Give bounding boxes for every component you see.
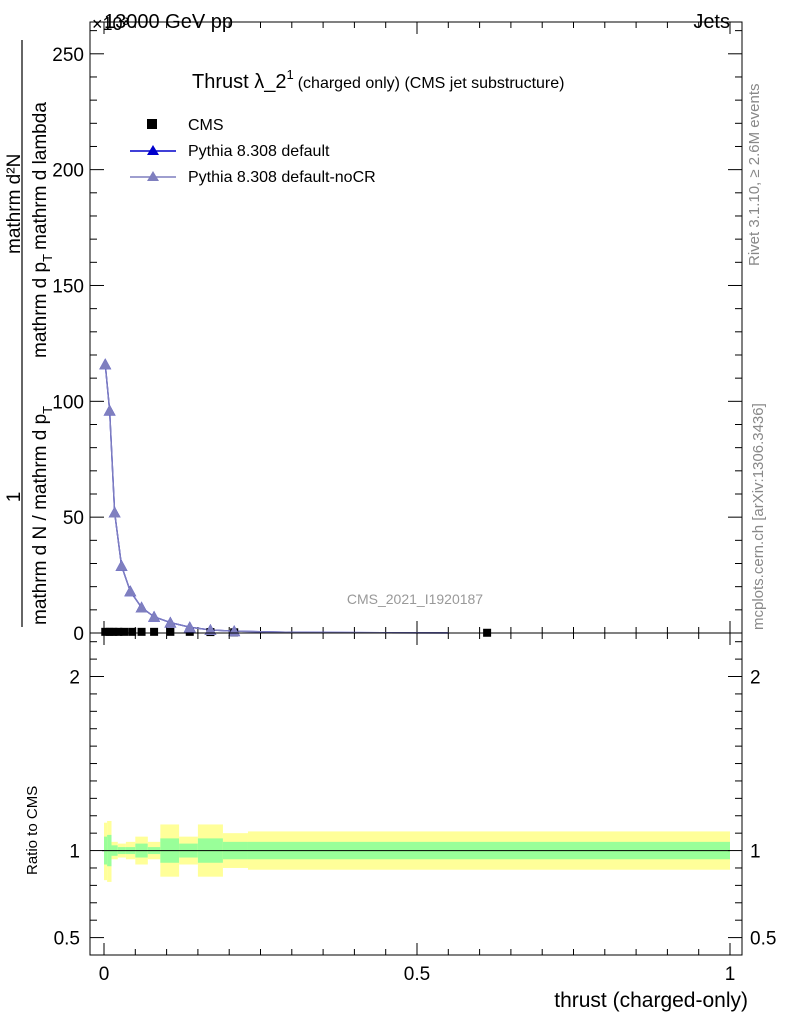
- plot-title-sup: 1: [286, 67, 293, 82]
- main-frame-border: [89, 21, 743, 634]
- plot-title: Thrust λ_21 (charged only) (CMS jet subst…: [192, 67, 564, 93]
- cms-point: [109, 627, 118, 636]
- legend-marker-default: [147, 145, 159, 155]
- legend-label-nocr: Pythia 8.308 default-noCR: [188, 169, 376, 186]
- y-tick-label: 100: [52, 392, 84, 413]
- pythia-point-2: [124, 585, 137, 597]
- watermark: CMS_2021_I1920187: [347, 591, 483, 607]
- ratio-y-tick-label-right: 2: [750, 668, 761, 689]
- cms-point: [101, 627, 110, 636]
- x-tick-label: 1: [725, 964, 736, 985]
- y-axis-label: 1 mathrm d N / mathrm d pT mathrm d²N ma…: [4, 40, 55, 627]
- y-tick-label: 0: [73, 624, 84, 645]
- legend-marker-cms: [147, 119, 157, 129]
- ratio-y-label: Ratio to CMS: [24, 786, 41, 875]
- legend-marker-nocr: [147, 171, 159, 181]
- y-tick-label: 200: [52, 161, 84, 182]
- y-label-den2: mathrm d pTmathrm d lambda: [30, 102, 55, 358]
- y-tick-label: 150: [52, 276, 84, 297]
- pythia-point-2: [135, 601, 148, 613]
- mcplots-label: mcplots.cern.ch [arXiv:1306.3436]: [750, 403, 767, 630]
- y-label-den1: mathrm d N / mathrm d pT: [30, 406, 55, 625]
- ratio-y-tick-label: 0.5: [54, 929, 80, 950]
- y-tick-label: 250: [52, 45, 84, 66]
- plot-title-main: Thrust λ_2: [192, 71, 286, 93]
- exponent-label: ×10³: [92, 14, 129, 34]
- pythia-point-2: [204, 623, 217, 635]
- plot-title-suffix: (charged only) (CMS jet substructure): [298, 75, 565, 92]
- cms-point: [128, 627, 137, 636]
- cms-point: [120, 627, 129, 636]
- pythia-point-2: [108, 506, 121, 518]
- x-tick-label: 0: [99, 964, 110, 985]
- pythia-point-2: [99, 358, 112, 370]
- cms-point: [166, 627, 175, 636]
- ratio-y-tick-label-right: 1: [750, 842, 761, 863]
- legend-label-cms: CMS: [188, 117, 224, 134]
- pythia-point-2: [164, 616, 177, 628]
- y-tick-label: 50: [63, 508, 84, 529]
- pythia-point-2: [148, 610, 161, 622]
- pythia-point-2: [103, 404, 116, 416]
- ratio-y-tick-label: 1: [69, 842, 80, 863]
- pythia-point-2: [183, 621, 196, 633]
- ratio-frame-border: [89, 632, 743, 956]
- cms-point: [150, 627, 159, 636]
- rivet-label: Rivet 3.1.10, ≥ 2.6M events: [746, 84, 763, 267]
- x-tick-label: 0.5: [404, 964, 430, 985]
- cms-point: [137, 627, 146, 636]
- y-label-num2: mathrm d²N: [4, 154, 25, 254]
- main-plot-frame: 0 50 100 150 200 250: [52, 21, 743, 645]
- ratio-y-tick-label-right: 0.5: [750, 929, 776, 950]
- cms-point: [114, 627, 123, 636]
- series-line-2: [104, 364, 449, 634]
- legend: CMS Pythia 8.308 default Pythia 8.308 de…: [130, 117, 376, 186]
- ratio-plot-frame: 0 0.5 1 0.5 0.5 1 1 2 2: [54, 632, 776, 985]
- ratio-y-tick-label: 2: [69, 668, 80, 689]
- pythia-point-2: [115, 559, 128, 571]
- legend-label-default: Pythia 8.308 default: [188, 143, 330, 160]
- y-label-num1: 1: [4, 492, 25, 503]
- x-axis-label: thrust (charged-only): [554, 989, 748, 1012]
